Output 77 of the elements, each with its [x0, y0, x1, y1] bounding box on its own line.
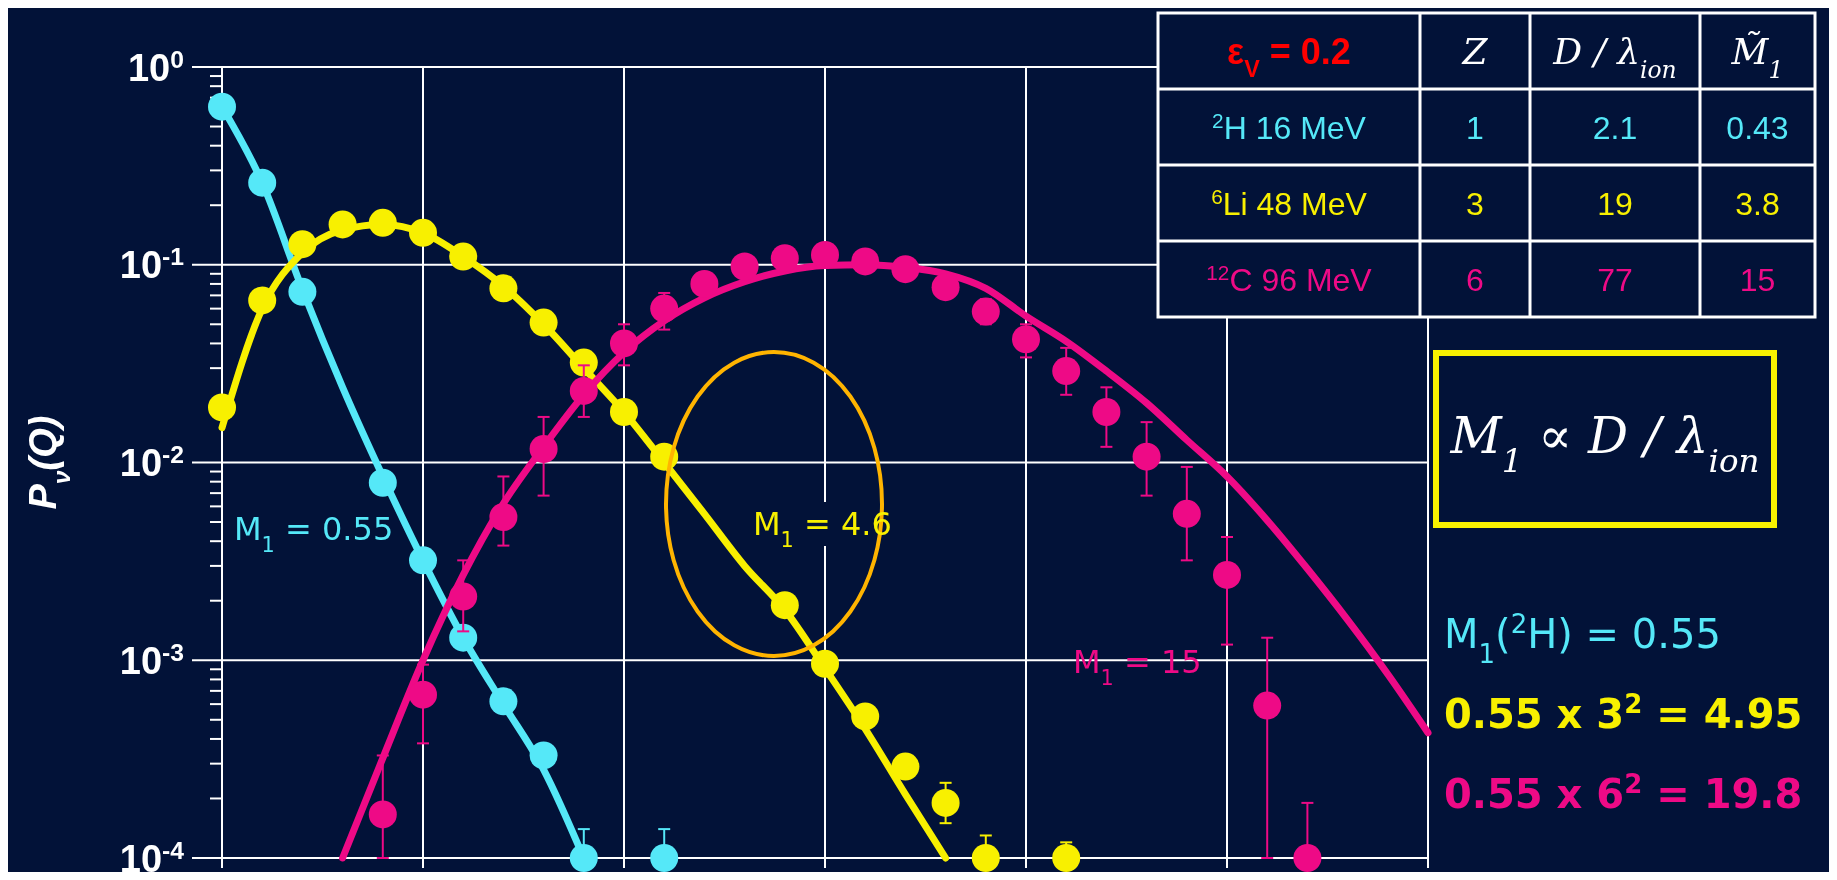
text: Z: [1461, 30, 1489, 72]
text: 3.8: [1735, 185, 1780, 222]
point: [328, 210, 357, 239]
point: [610, 398, 638, 427]
text: 77: [1597, 261, 1633, 298]
text: 3: [1466, 185, 1484, 222]
point: [851, 702, 880, 731]
point: [770, 591, 799, 620]
point: [489, 503, 518, 532]
point: [1052, 844, 1081, 872]
point: [409, 680, 437, 709]
y-tick-label: 10$^{-2}$: [119, 440, 184, 485]
point: [489, 274, 518, 303]
point: [409, 218, 437, 247]
y-tick-label: 10$^{-4}$: [119, 836, 185, 880]
point: [368, 208, 397, 237]
annotation: $^{12}$C 96 MeV: [1206, 260, 1373, 298]
point: [368, 468, 397, 497]
point: [449, 623, 478, 652]
point: [811, 241, 839, 270]
text: 0.55 x 3$^{2}$ = 4.95: [1444, 689, 1803, 737]
y-tick-label: 10$^{0}$: [127, 45, 184, 89]
annotation: $^{2}$H 16 MeV: [1212, 108, 1367, 146]
point: [730, 252, 759, 281]
text: M̃$_{1}$: [1730, 30, 1784, 84]
point: [931, 788, 960, 817]
point: [288, 277, 317, 306]
point: [1213, 560, 1241, 589]
point: [1132, 442, 1161, 471]
text: M$_{1}$ ∝ D / λ$_{ion}$: [1449, 407, 1760, 480]
text: M$_{1}$($^{2}$H) = 0.55: [1444, 609, 1721, 669]
point: [610, 329, 638, 358]
point: [851, 247, 880, 276]
point: [449, 242, 478, 271]
point: [248, 286, 277, 315]
point: [288, 230, 317, 259]
text: 6: [1466, 261, 1484, 298]
point: [650, 844, 679, 872]
point: [1052, 357, 1081, 386]
annotation: ε$_{V}$ = 0.2: [1227, 30, 1351, 82]
point: [1012, 325, 1040, 354]
point: [569, 376, 598, 405]
point: [891, 752, 920, 781]
point: [569, 844, 598, 872]
point: [1172, 499, 1201, 528]
point: [1253, 691, 1282, 720]
annotation: $^{6}$Li 48 MeV: [1211, 184, 1368, 222]
point: [529, 308, 558, 337]
point: [489, 687, 518, 716]
text: 0.43: [1726, 109, 1789, 146]
point: [248, 168, 277, 197]
text: 2.1: [1592, 109, 1638, 146]
text: 0.55 x 6$^{2}$ = 19.8: [1444, 769, 1803, 817]
point: [931, 273, 960, 302]
text: 1: [1466, 109, 1484, 146]
text: 19: [1597, 185, 1633, 222]
annotation: M$_{1}$ = 0.55: [234, 510, 394, 557]
point: [368, 800, 397, 829]
point: [690, 269, 719, 298]
point: [449, 582, 478, 611]
text: D / λ$_{ion}$: [1552, 30, 1677, 84]
point: [770, 244, 799, 273]
point: [208, 92, 236, 121]
y-tick-label: 10$^{-1}$: [119, 242, 185, 287]
point: [569, 348, 598, 377]
point: [650, 294, 679, 323]
point: [1092, 398, 1121, 427]
point: [971, 844, 1000, 872]
point: [529, 435, 558, 464]
point: [208, 393, 236, 422]
text: 15: [1739, 261, 1776, 298]
point: [409, 546, 437, 575]
y-tick-label: 10$^{-3}$: [119, 638, 184, 682]
point: [891, 255, 920, 284]
point: [811, 649, 839, 678]
point: [1293, 844, 1322, 872]
point: [529, 741, 558, 770]
